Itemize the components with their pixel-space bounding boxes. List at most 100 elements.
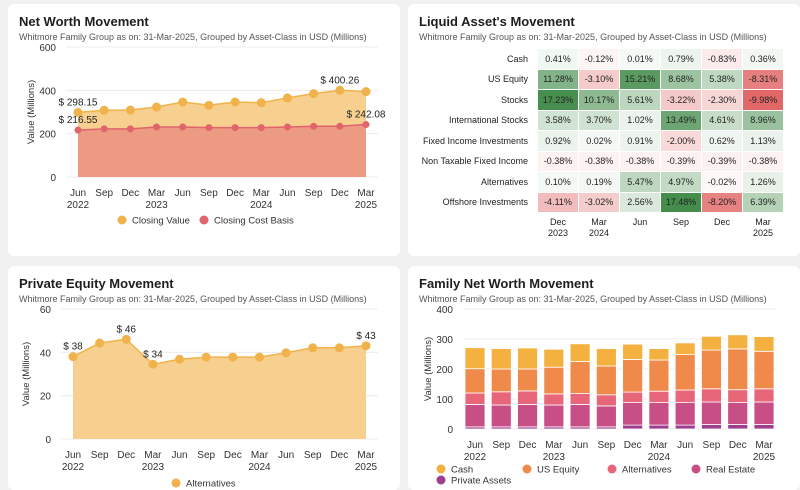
- heatmap-cell: 0.36%: [742, 48, 784, 70]
- data-point: [99, 105, 109, 115]
- heatmap-cell: -8.31%: [742, 68, 784, 90]
- heatmap-cell: 13.49%: [660, 109, 702, 131]
- family-net-worth-card: Family Net Worth Movement Whitmore Famil…: [408, 266, 800, 490]
- x-tick-label: Jun: [70, 188, 86, 199]
- x-tick-label: Mar: [650, 440, 668, 451]
- row-label: US Equity: [487, 74, 528, 85]
- x-tick-label: Mar: [357, 450, 375, 461]
- x-tick-year: 2023: [543, 452, 566, 463]
- legend-label: US Equity: [537, 465, 579, 476]
- data-point: [204, 100, 214, 110]
- heatmap-cell: -9.98%: [742, 89, 784, 111]
- data-point: [336, 122, 344, 130]
- data-point: [228, 352, 238, 362]
- heatmap-cell: -0.39%: [701, 150, 743, 172]
- data-label: $ 216.55: [59, 115, 98, 126]
- column-label: Dec: [713, 217, 730, 227]
- data-point: [362, 121, 370, 129]
- x-tick-label: Jun: [65, 450, 81, 461]
- legend-marker-icon: [199, 215, 209, 225]
- y-axis-label: Value (Millions): [26, 80, 37, 144]
- x-tick-label: Sep: [197, 450, 215, 461]
- bar-segment: [727, 402, 749, 425]
- x-tick-label: Jun: [677, 440, 693, 451]
- row-label: Stocks: [500, 94, 528, 105]
- heatmap-cell: 15.21%: [619, 68, 661, 90]
- heatmap-cell: -8.20%: [701, 191, 743, 213]
- heatmap-row: Offshore Investments -4.11% -3.02% 2.56% 17.…: [408, 191, 784, 213]
- bar-segment: [648, 402, 670, 426]
- data-point: [68, 352, 78, 362]
- heatmap-cell: -2.30%: [701, 89, 743, 111]
- heatmap-row: Fixed Income Investments 0.92% 0.02% 0.91% -…: [408, 130, 784, 152]
- y-tick-label: 400: [436, 305, 453, 316]
- bar-segment: [595, 365, 617, 396]
- card-subtitle: Whitmore Family Group as on: 31-Mar-2025…: [419, 32, 767, 42]
- data-point: [100, 125, 108, 133]
- bar-segment: [490, 404, 512, 428]
- card-title: Liquid Asset's Movement: [419, 14, 575, 29]
- data-point: [335, 85, 345, 95]
- heatmap-cell: -3.10%: [578, 68, 620, 90]
- heatmap-cell: 17.48%: [660, 191, 702, 213]
- x-tick-label: Dec: [519, 440, 537, 451]
- x-tick-label: Dec: [330, 450, 348, 461]
- y-tick-label: 200: [39, 130, 56, 141]
- bar-segment: [595, 394, 617, 407]
- bar-segment: [753, 401, 775, 425]
- x-tick-label: Sep: [91, 450, 109, 461]
- bar-segment: [753, 424, 775, 430]
- data-label: $ 400.26: [320, 75, 359, 86]
- area-fill: [78, 124, 366, 177]
- heatmap-cell: -3.02%: [578, 191, 620, 213]
- legend-marker-icon: [436, 475, 446, 485]
- heatmap-cell: -0.38%: [537, 150, 579, 172]
- heatmap-row: Stocks 17.23% 10.17% 5.61% -3.22% -2.30% -9.98…: [408, 89, 784, 111]
- x-tick-year: 2024: [248, 462, 271, 473]
- x-tick-label: Jun: [171, 450, 187, 461]
- data-point: [148, 359, 158, 369]
- heatmap-cell: -0.12%: [578, 48, 620, 70]
- x-tick-year: 2023: [145, 200, 168, 211]
- x-tick-label: Mar: [253, 188, 271, 199]
- heatmap-cell: 0.62%: [701, 130, 743, 152]
- legend-label: Closing Cost Basis: [214, 216, 294, 227]
- card-title: Private Equity Movement: [19, 276, 174, 291]
- bar-segment: [517, 390, 538, 405]
- heatmap-cell: 6.39%: [742, 191, 784, 213]
- heatmap-cell: 0.92%: [537, 130, 579, 152]
- x-tick-label: Jun: [279, 188, 295, 199]
- legend-marker-icon: [691, 464, 701, 474]
- x-tick-label: Dec: [121, 188, 139, 199]
- heatmap-cell: 4.97%: [660, 171, 702, 193]
- x-tick-label: Mar: [357, 188, 375, 199]
- x-tick-label: Jun: [278, 450, 294, 461]
- legend-marker-icon: [117, 215, 127, 225]
- y-tick-label: 400: [39, 86, 56, 97]
- x-tick-year: 2022: [67, 200, 90, 211]
- data-label: $ 46: [117, 324, 137, 335]
- row-label: Non Taxable Fixed Income: [421, 156, 528, 167]
- column-label: Dec 2023: [547, 217, 569, 238]
- legend-label: Cash: [451, 465, 473, 476]
- data-point: [361, 87, 371, 97]
- bar-segment: [674, 424, 696, 430]
- data-point: [309, 89, 319, 99]
- x-tick-label: Sep: [200, 188, 218, 199]
- heatmap-cell: 1.26%: [742, 171, 784, 193]
- data-point: [125, 105, 135, 115]
- bar-segment: [753, 336, 775, 352]
- heatmap-cell: 5.47%: [619, 171, 661, 193]
- x-tick-label: Sep: [597, 440, 615, 451]
- bar-segment: [464, 368, 486, 394]
- data-point: [205, 124, 213, 132]
- heatmap-cell: 11.28%: [537, 68, 579, 90]
- x-tick-label: Mar: [251, 450, 269, 461]
- heatmap-cell: 8.96%: [742, 109, 784, 131]
- heatmap-cell: 1.13%: [742, 130, 784, 152]
- heatmap-cell: 0.02%: [578, 130, 620, 152]
- card-subtitle: Whitmore Family Group as on: 31-Mar-2025…: [19, 294, 367, 304]
- bar-segment: [674, 402, 696, 426]
- data-point: [256, 98, 266, 108]
